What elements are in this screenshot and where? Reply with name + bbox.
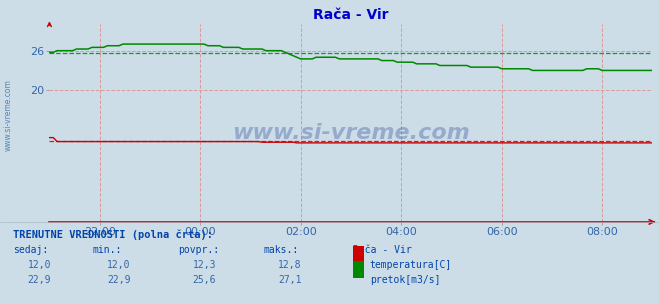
Text: povpr.:: povpr.: <box>178 245 219 255</box>
Text: 12,3: 12,3 <box>192 260 216 270</box>
Text: 27,1: 27,1 <box>278 275 302 285</box>
Text: www.si-vreme.com: www.si-vreme.com <box>232 123 470 143</box>
Text: temperatura[C]: temperatura[C] <box>370 260 452 270</box>
Text: 12,8: 12,8 <box>278 260 302 270</box>
Text: www.si-vreme.com: www.si-vreme.com <box>3 80 13 151</box>
Text: Rača - Vir: Rača - Vir <box>353 245 411 255</box>
Text: 22,9: 22,9 <box>107 275 130 285</box>
Text: 22,9: 22,9 <box>28 275 51 285</box>
Text: sedaj:: sedaj: <box>13 245 48 255</box>
Text: maks.:: maks.: <box>264 245 299 255</box>
Text: 12,0: 12,0 <box>28 260 51 270</box>
Text: min.:: min.: <box>92 245 122 255</box>
Text: 12,0: 12,0 <box>107 260 130 270</box>
Text: pretok[m3/s]: pretok[m3/s] <box>370 275 440 285</box>
Title: Rača - Vir: Rača - Vir <box>313 8 389 22</box>
Text: TRENUTNE VREDNOSTI (polna črta):: TRENUTNE VREDNOSTI (polna črta): <box>13 230 213 240</box>
Text: 25,6: 25,6 <box>192 275 216 285</box>
